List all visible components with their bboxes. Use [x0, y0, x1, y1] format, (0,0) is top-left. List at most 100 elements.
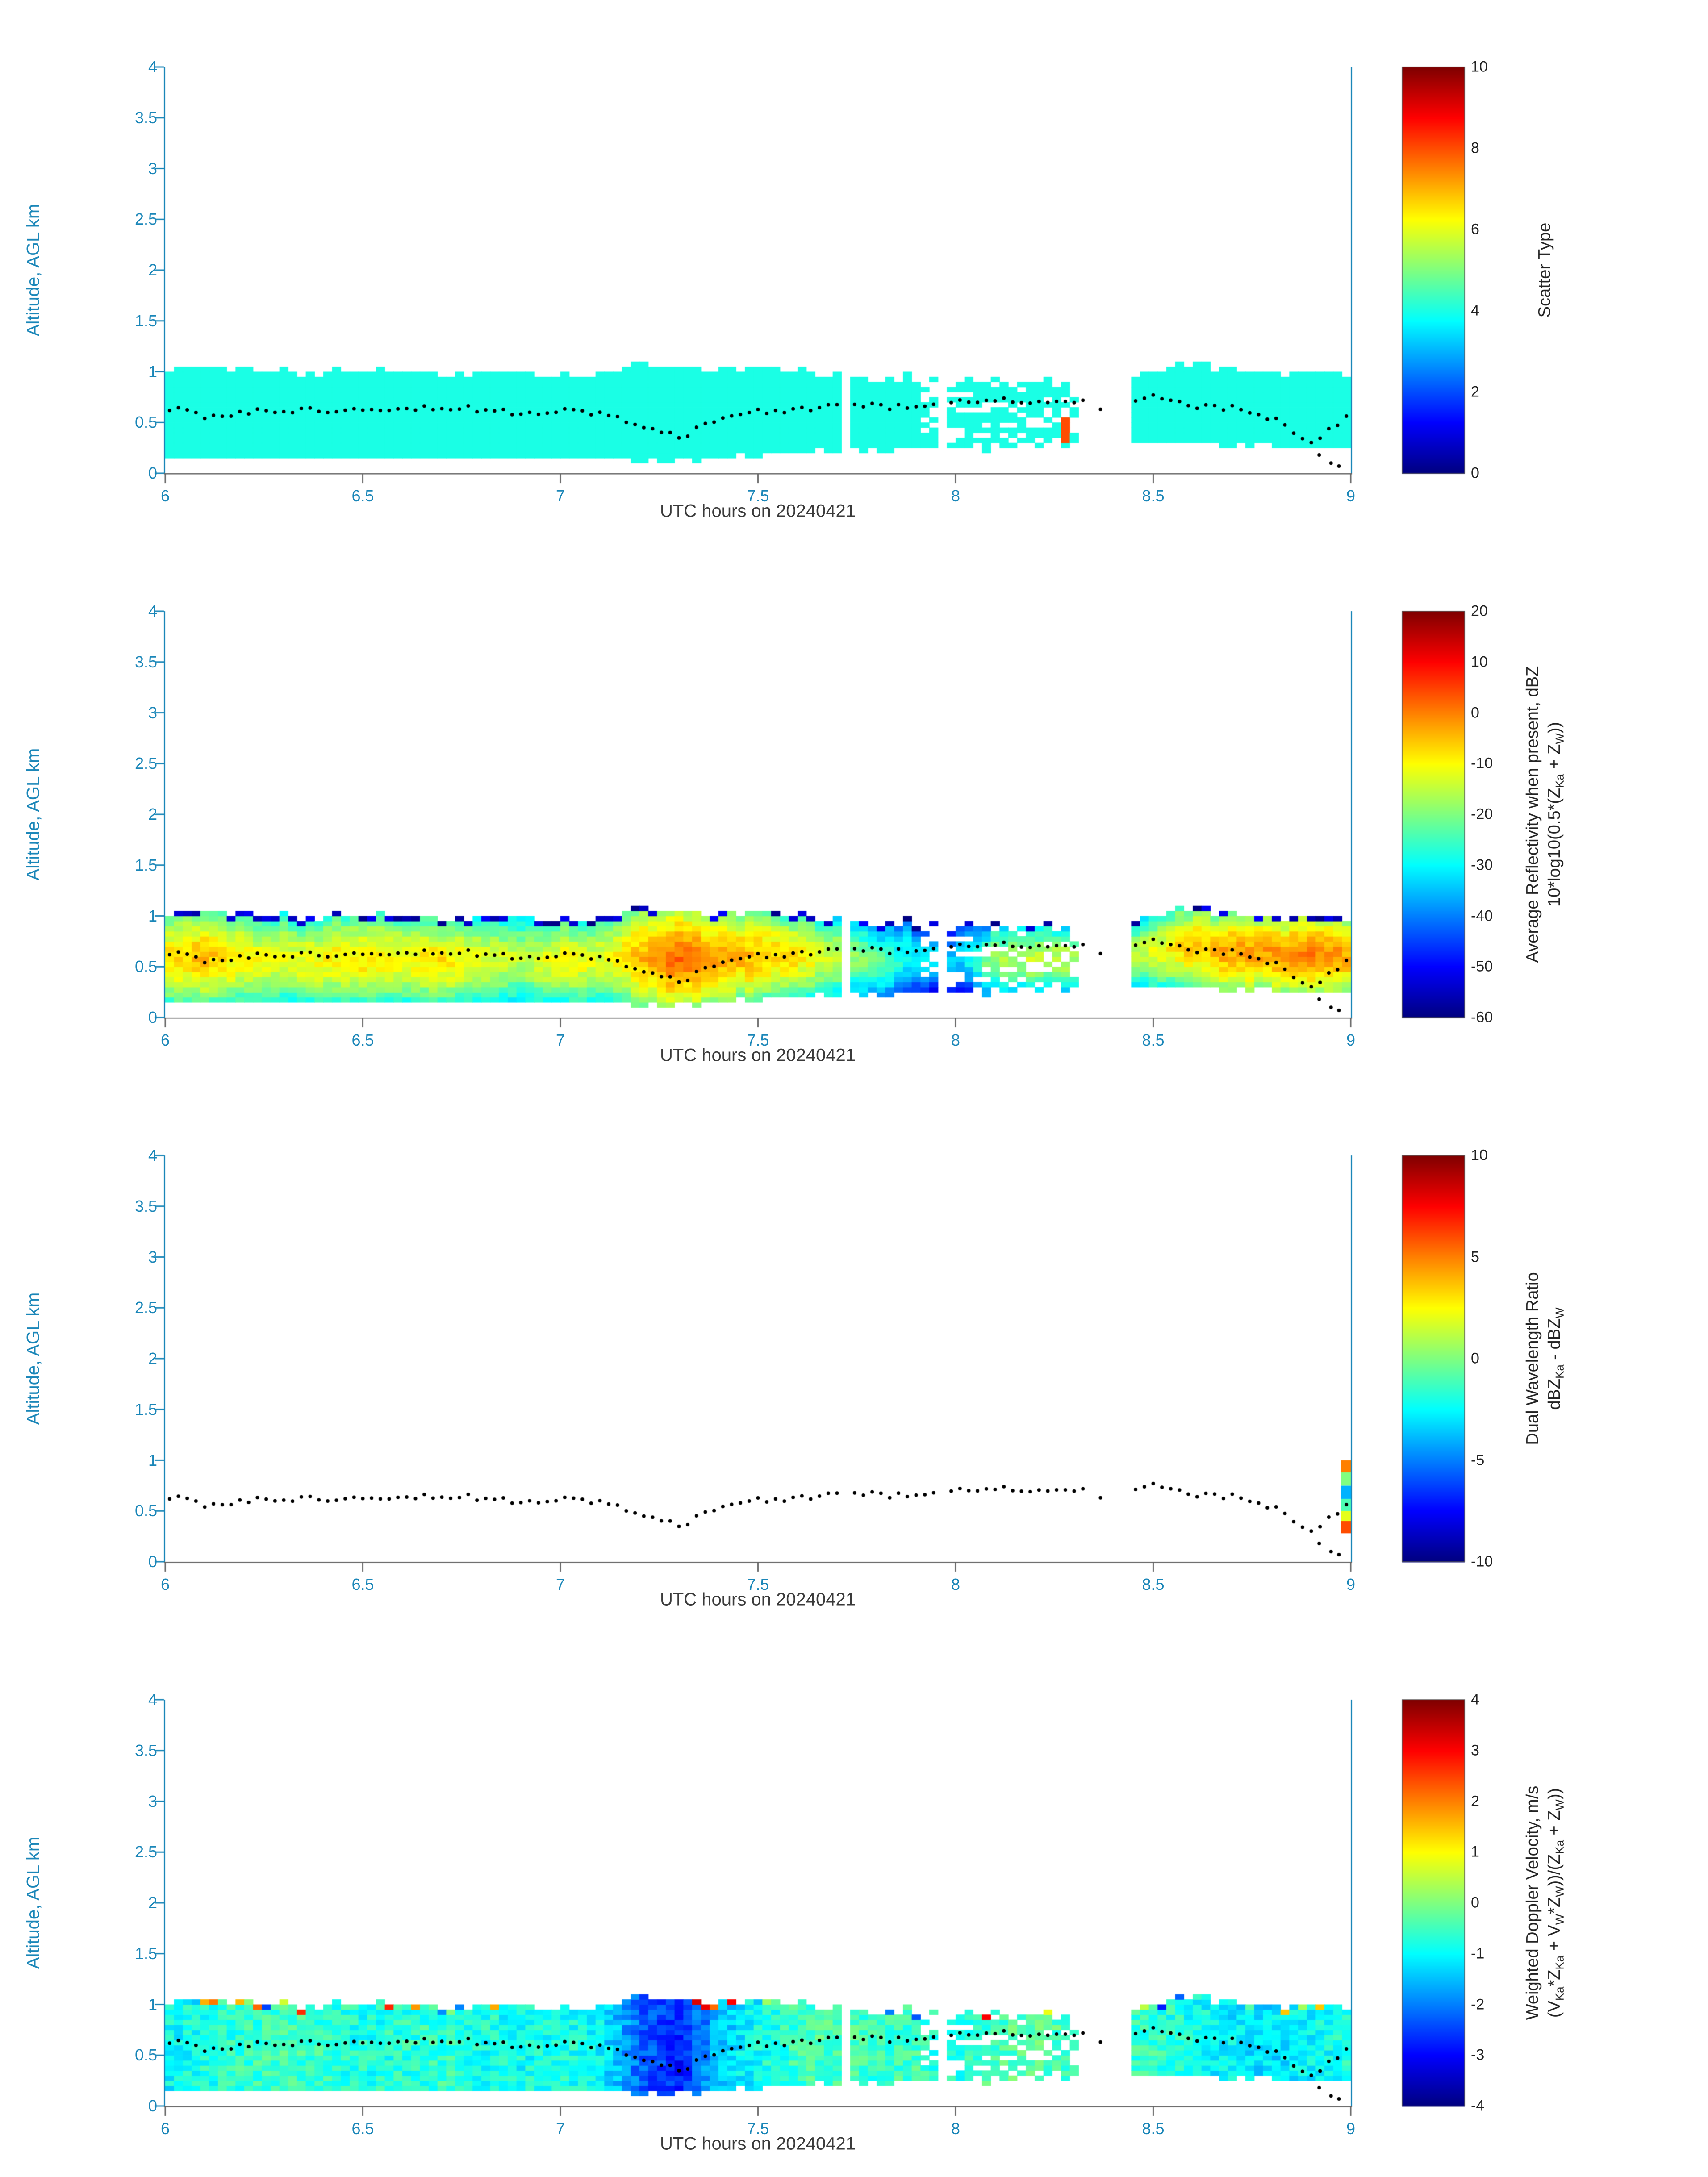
x-tick-label: 8.5 [1142, 1575, 1165, 1593]
y-tick-label: 2 [148, 805, 157, 823]
x-tick-label: 8.5 [1142, 487, 1165, 505]
panel-dual-wavelength-ratio: Altitude, AGL km UTC hours on 20240421 D… [0, 1088, 1708, 1633]
y-tick-label: 3.5 [134, 108, 157, 127]
colorbar-tick-label: -4 [1471, 2097, 1485, 2114]
y-tick-label: 0 [148, 1008, 157, 1026]
colorbar-tick-label: 8 [1471, 139, 1479, 157]
x-tick-label: 6.5 [351, 487, 374, 505]
colorbar-tick-label: -30 [1471, 856, 1493, 874]
x-tick-label: 7.5 [747, 487, 769, 505]
colorbar-label-line: Dual Wavelength Ratio [1523, 1272, 1542, 1445]
y-tick-label: 0.5 [134, 2046, 157, 2064]
x-tick-label: 7 [555, 1031, 565, 1049]
y-tick-label: 0 [148, 464, 157, 482]
x-tick-label: 7.5 [747, 1575, 769, 1593]
colorbar-label-line: dBZKa - dBZW [1545, 1307, 1567, 1410]
y-tick-label: 3 [148, 1792, 157, 1810]
y-tick-label: 0.5 [134, 413, 157, 432]
panel-weighted-doppler-velocity: Altitude, AGL km UTC hours on 20240421 W… [0, 1633, 1708, 2177]
y-axis-label: Altitude, AGL km [23, 204, 43, 337]
dwr-scatter-canvas [0, 1088, 1708, 1633]
colorbar-tick-label: -3 [1471, 2046, 1485, 2064]
reflectivity-heatmap-canvas [0, 544, 1708, 1088]
y-tick-label: 0 [148, 1552, 157, 1571]
y-tick-label: 1 [148, 906, 157, 925]
colorbar-tick-label: 5 [1471, 1248, 1479, 1265]
colorbar-label: Dual Wavelength Ratio dBZKa - dBZW [1522, 1272, 1568, 1445]
colorbar-tick-label: -40 [1471, 907, 1493, 924]
x-tick-label: 6 [160, 1031, 170, 1049]
x-tick-label: 9 [1346, 1031, 1356, 1049]
colorbar-label-line: 10*log10(0.5*(ZKa + ZW)) [1545, 722, 1567, 907]
colorbar-tick-label: 10 [1471, 1147, 1488, 1164]
y-tick-label: 3.5 [134, 1741, 157, 1760]
y-tick-label: 2.5 [134, 1298, 157, 1317]
x-tick-label: 7 [555, 2119, 565, 2138]
x-tick-label: 6 [160, 2119, 170, 2138]
colorbar-tick-label: -1 [1471, 1945, 1485, 1962]
y-tick-label: 4 [148, 1146, 157, 1164]
x-tick-label: 7 [555, 487, 565, 505]
panel-scatter-type: Altitude, AGL km UTC hours on 20240421 S… [0, 0, 1708, 544]
y-tick-label: 0 [148, 2097, 157, 2115]
colorbar-tick-label: -5 [1471, 1451, 1485, 1468]
y-axis-label: Altitude, AGL km [23, 1292, 43, 1425]
x-axis-label: UTC hours on 20240421 [660, 501, 856, 521]
y-tick-label: 1 [148, 1451, 157, 1469]
x-tick-label: 8 [951, 487, 960, 505]
scatter-type-heatmap-canvas [0, 0, 1708, 544]
colorbar-label: Average Reflectivity when present, dBZ 10… [1522, 666, 1568, 963]
y-tick-label: 0.5 [134, 1501, 157, 1520]
y-tick-label: 4 [148, 602, 157, 620]
colorbar-tick-label: 4 [1471, 1691, 1479, 1708]
colorbar-label-line: Average Reflectivity when present, dBZ [1523, 666, 1542, 963]
x-tick-label: 8.5 [1142, 1031, 1165, 1049]
x-tick-label: 7.5 [747, 1031, 769, 1049]
y-tick-label: 2 [148, 261, 157, 279]
x-tick-label: 6 [160, 1575, 170, 1593]
y-tick-label: 0.5 [134, 957, 157, 976]
x-tick-label: 7.5 [747, 2119, 769, 2138]
y-tick-label: 2.5 [134, 210, 157, 229]
y-tick-label: 3 [148, 703, 157, 722]
colorbar-tick-label: 2 [1471, 383, 1479, 400]
y-tick-label: 2 [148, 1349, 157, 1368]
x-tick-label: 6.5 [351, 1031, 374, 1049]
y-tick-label: 2.5 [134, 754, 157, 773]
colorbar-tick-label: 20 [1471, 602, 1488, 620]
y-tick-label: 3 [148, 159, 157, 178]
y-tick-label: 1.5 [134, 1944, 157, 1963]
colorbar-tick-label: 2 [1471, 1793, 1479, 1810]
y-tick-label: 1.5 [134, 855, 157, 874]
panel-average-reflectivity: Altitude, AGL km UTC hours on 20240421 A… [0, 544, 1708, 1088]
y-tick-label: 1.5 [134, 311, 157, 330]
colorbar-tick-label: -60 [1471, 1009, 1493, 1026]
x-tick-label: 8 [951, 1031, 960, 1049]
colorbar-label-line: Scatter Type [1535, 222, 1554, 318]
y-tick-label: 3.5 [134, 1197, 157, 1215]
x-tick-label: 6.5 [351, 1575, 374, 1593]
y-tick-label: 1 [148, 362, 157, 381]
colorbar-tick-label: 0 [1471, 1894, 1479, 1911]
colorbar-tick-label: 10 [1471, 58, 1488, 75]
colorbar-label: Scatter Type [1534, 223, 1556, 318]
y-tick-label: 2 [148, 1893, 157, 1912]
x-tick-label: 9 [1346, 2119, 1356, 2138]
x-axis-label: UTC hours on 20240421 [660, 2134, 856, 2154]
colorbar-tick-label: -10 [1471, 1553, 1493, 1570]
colorbar-tick-label: 10 [1471, 653, 1488, 671]
x-tick-label: 6 [160, 487, 170, 505]
colorbar-tick-label: 3 [1471, 1742, 1479, 1759]
colorbar-label-line: Weighted Doppler Velocity, m/s [1523, 1785, 1542, 2020]
colorbar-tick-label: 1 [1471, 1843, 1479, 1860]
colorbar-label: Weighted Doppler Velocity, m/s (VKa*ZKa +… [1522, 1786, 1568, 2020]
colorbar-label-line: (VKa*ZKa + VW*ZW))/(ZKa + ZW)) [1545, 1788, 1567, 2018]
y-tick-label: 2.5 [134, 1843, 157, 1861]
colorbar-tick-label: 0 [1471, 464, 1479, 482]
y-axis-label: Altitude, AGL km [23, 748, 43, 881]
colorbar-tick-label: -20 [1471, 805, 1493, 823]
colorbar-tick-label: 6 [1471, 221, 1479, 238]
x-tick-label: 8 [951, 1575, 960, 1593]
y-tick-label: 1 [148, 1995, 157, 2014]
